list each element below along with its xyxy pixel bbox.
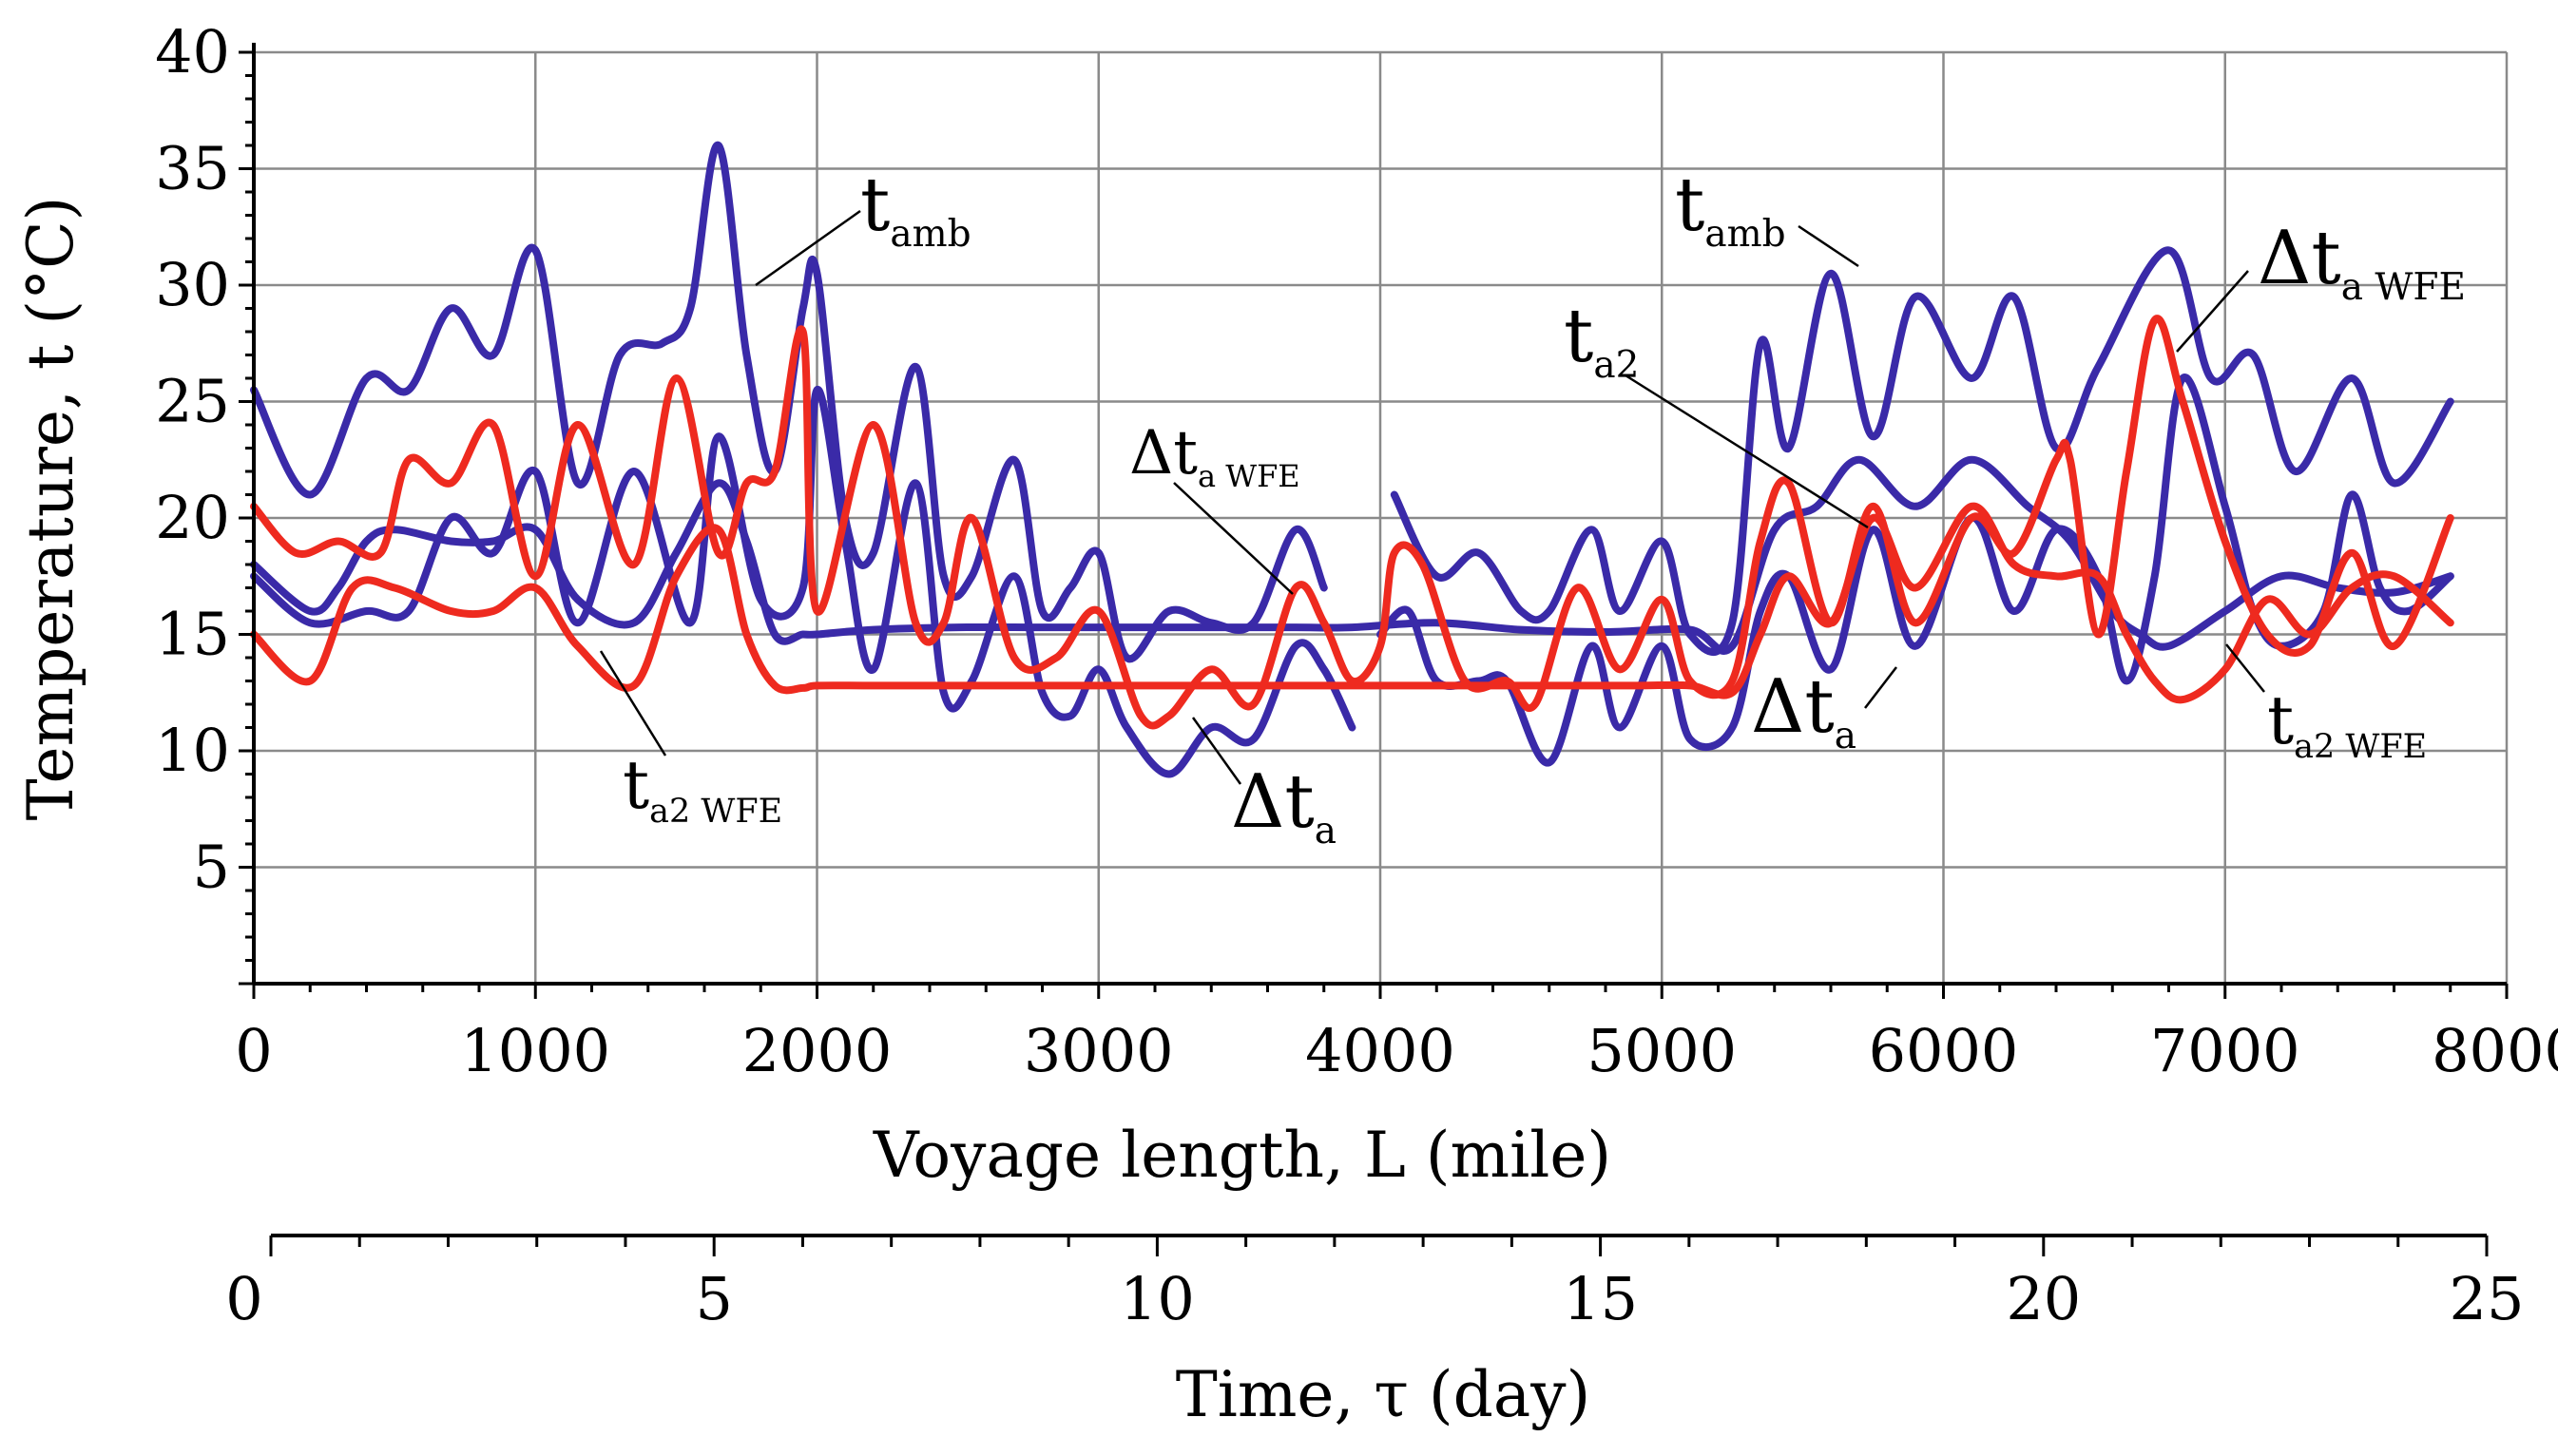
x-tick-label: 0 xyxy=(235,1016,272,1085)
x-tick-label: 8000 xyxy=(2432,1016,2558,1085)
y-tick-label: 20 xyxy=(155,483,230,552)
annotation-subscript: amb xyxy=(890,213,971,256)
annotation-leader-line xyxy=(2225,643,2265,693)
grid-lines xyxy=(254,50,2509,984)
annotation-leader-line xyxy=(1625,374,1869,529)
y-tick-label: 35 xyxy=(155,134,230,203)
annotation-label: Δta WFE xyxy=(1129,418,1300,494)
y-tick-label: 15 xyxy=(155,600,230,669)
x-tick-label: 6000 xyxy=(1869,1016,2019,1085)
x-tick-label: 3000 xyxy=(1024,1016,1174,1085)
annotation-subscript: a xyxy=(1835,715,1856,757)
x-tick-label: 5000 xyxy=(1587,1016,1737,1085)
annotation-symbol: Δt xyxy=(1129,418,1198,489)
annotation-label: ta2 WFE xyxy=(2267,681,2427,766)
series-t-amb xyxy=(250,141,2454,663)
annotation-label: ta2 xyxy=(1564,294,1639,387)
annotation-symbol: Δt xyxy=(2258,216,2341,301)
annotation-label: Δta xyxy=(1751,664,1856,757)
x-tick-label: 4000 xyxy=(1305,1016,1455,1085)
annotation-label: tamb xyxy=(860,163,971,256)
time-tick-label: 15 xyxy=(1563,1264,1638,1333)
time-tick-label: 25 xyxy=(2450,1264,2525,1333)
x-tick-label: 2000 xyxy=(742,1016,893,1085)
annotation-leader-line xyxy=(599,650,667,757)
annotation-symbol: t xyxy=(1564,294,1593,379)
annotation-symbol: t xyxy=(1675,163,1704,248)
annotation-leader-line xyxy=(1191,717,1242,785)
annotation-subscript: a WFE xyxy=(2341,266,2466,309)
x-tick-label: 7000 xyxy=(2150,1016,2300,1085)
annotation-symbol: t xyxy=(623,746,649,824)
secondary-axis-label: Time, τ (day) xyxy=(1176,1358,1591,1431)
annotation-subscript: a2 WFE xyxy=(2294,728,2427,766)
time-tick-label: 0 xyxy=(225,1264,262,1333)
annotation-symbol: Δt xyxy=(1231,759,1315,845)
annotation-leader-line xyxy=(1864,666,1897,709)
annotation-subscript: a2 WFE xyxy=(649,793,782,831)
series-delta-t-a-wfe xyxy=(250,315,2454,730)
axes: 0 1000 2000 3000 4000 5000 6000 7000 8000 5 10 15 20… xyxy=(155,17,2558,1333)
annotation-label: Δta xyxy=(1231,759,1337,853)
annotation-subscript: a xyxy=(1315,810,1337,853)
time-tick-label: 10 xyxy=(1120,1264,1195,1333)
annotation-leader-line xyxy=(1173,482,1294,595)
y-tick-label: 10 xyxy=(155,716,230,785)
annotation-label: tamb xyxy=(1675,163,1786,256)
annotation-subscript: a2 xyxy=(1593,344,1639,387)
series-t-a2-wfe xyxy=(250,502,2454,704)
x-tick-label: 1000 xyxy=(460,1016,610,1085)
y-tick-label: 25 xyxy=(155,367,230,436)
time-tick-label: 5 xyxy=(695,1264,732,1333)
series-layer xyxy=(250,141,2454,778)
annotation-subscript: amb xyxy=(1704,213,1785,256)
annotation-leader-line xyxy=(755,209,861,287)
annotation-leader-line xyxy=(1798,224,1859,268)
y-tick-label: 30 xyxy=(155,250,230,319)
annotation-symbol: t xyxy=(860,163,890,248)
annotation-subscript: a WFE xyxy=(1198,458,1300,494)
annotation-leader-line xyxy=(2176,270,2249,353)
y-axis-label: Temperature, t (°C) xyxy=(14,197,87,821)
x-axis-label: Voyage length, L (mile) xyxy=(873,1119,1611,1192)
y-tick-label: 40 xyxy=(155,17,230,86)
annotation-symbol: Δt xyxy=(1751,664,1835,750)
y-tick-label: 5 xyxy=(193,833,230,902)
annotation-label: Δta WFE xyxy=(2258,216,2466,309)
annotation-label: ta2 WFE xyxy=(623,746,782,831)
time-tick-label: 20 xyxy=(2006,1264,2081,1333)
annotation-symbol: t xyxy=(2267,681,2294,759)
